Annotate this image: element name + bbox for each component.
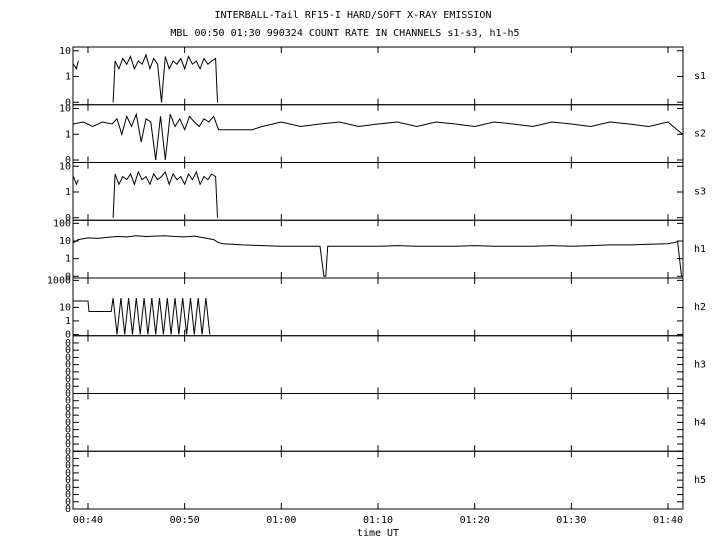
- y-tick-label: 0: [65, 389, 71, 400]
- y-tick-label: 0: [65, 352, 71, 363]
- panel-label: h2: [694, 302, 706, 313]
- panel-frame: [72, 162, 684, 221]
- panel-frame: [72, 46, 684, 106]
- y-tick-label: 0: [65, 439, 71, 450]
- chart-subtitle: MBL 00:50 01:30 990324 COUNT RATE IN CHA…: [170, 28, 519, 39]
- y-tick-label: 0: [65, 396, 71, 407]
- x-tick-label: 01:00: [266, 515, 296, 526]
- y-tick-label: 1000: [47, 275, 71, 286]
- y-tick-label: 0: [65, 432, 71, 443]
- y-tick-label: 0: [65, 504, 71, 515]
- chart-title: INTERBALL-Tail RF15-I HARD/SOFT X-RAY EM…: [215, 10, 492, 21]
- y-tick-label: 0: [65, 374, 71, 385]
- panel-frame: [72, 219, 684, 279]
- y-tick-label: 10: [59, 104, 71, 115]
- panel-label: s2: [694, 129, 706, 140]
- panel-frame: [72, 450, 684, 510]
- y-tick-label: 0: [65, 475, 71, 486]
- y-tick-label: 0: [65, 461, 71, 472]
- x-axis-label: time UT: [357, 528, 399, 539]
- y-tick-label: 0: [65, 482, 71, 493]
- x-tick-label: 01:40: [653, 515, 683, 526]
- y-tick-label: 0: [65, 410, 71, 421]
- y-tick-label: 10: [59, 236, 71, 247]
- data-line: [73, 235, 682, 277]
- y-tick-label: 0: [65, 468, 71, 479]
- panel-frame: [72, 335, 684, 394]
- x-tick-label: 01:10: [363, 515, 393, 526]
- y-tick-label: 0: [65, 213, 71, 224]
- panel-label: h1: [694, 244, 706, 255]
- y-tick-label: 10: [59, 161, 71, 172]
- data-line: [73, 170, 218, 218]
- data-line: [73, 297, 211, 335]
- y-tick-label: 0: [65, 381, 71, 392]
- y-tick-label: 0: [65, 367, 71, 378]
- x-tick-label: 01:20: [460, 515, 490, 526]
- data-line: [73, 53, 218, 103]
- y-tick-label: 100: [53, 218, 71, 229]
- y-tick-label: 1: [65, 129, 71, 140]
- y-tick-label: 10: [59, 302, 71, 313]
- y-tick-label: 0: [65, 497, 71, 508]
- data-line: [73, 112, 683, 161]
- y-tick-label: 1: [65, 316, 71, 327]
- y-tick-label: 0: [65, 329, 71, 340]
- y-tick-label: 0: [65, 417, 71, 428]
- panel-label: s3: [694, 186, 706, 197]
- y-tick-label: 0: [65, 271, 71, 282]
- y-tick-label: 0: [65, 338, 71, 349]
- panel-label: s1: [694, 71, 706, 82]
- y-tick-label: 1: [65, 72, 71, 83]
- y-tick-label: 1: [65, 254, 71, 265]
- panel-label: h3: [694, 360, 706, 371]
- x-tick-label: 01:30: [556, 515, 586, 526]
- x-tick-label: 00:50: [170, 515, 200, 526]
- y-tick-label: 0: [65, 97, 71, 108]
- y-tick-label: 0: [65, 490, 71, 501]
- y-tick-label: 0: [65, 425, 71, 436]
- y-tick-label: 0: [65, 403, 71, 414]
- panel-label: h5: [694, 475, 706, 486]
- y-tick-label: 0: [65, 453, 71, 464]
- y-tick-label: 0: [65, 345, 71, 356]
- y-tick-label: 0: [65, 446, 71, 457]
- y-tick-label: 0: [65, 155, 71, 166]
- x-tick-label: 00:40: [73, 515, 103, 526]
- y-tick-label: 1: [65, 187, 71, 198]
- panel-label: h4: [694, 417, 706, 428]
- panel-frame: [72, 393, 684, 452]
- y-tick-label: 10: [59, 46, 71, 57]
- y-tick-label: 0: [65, 360, 71, 371]
